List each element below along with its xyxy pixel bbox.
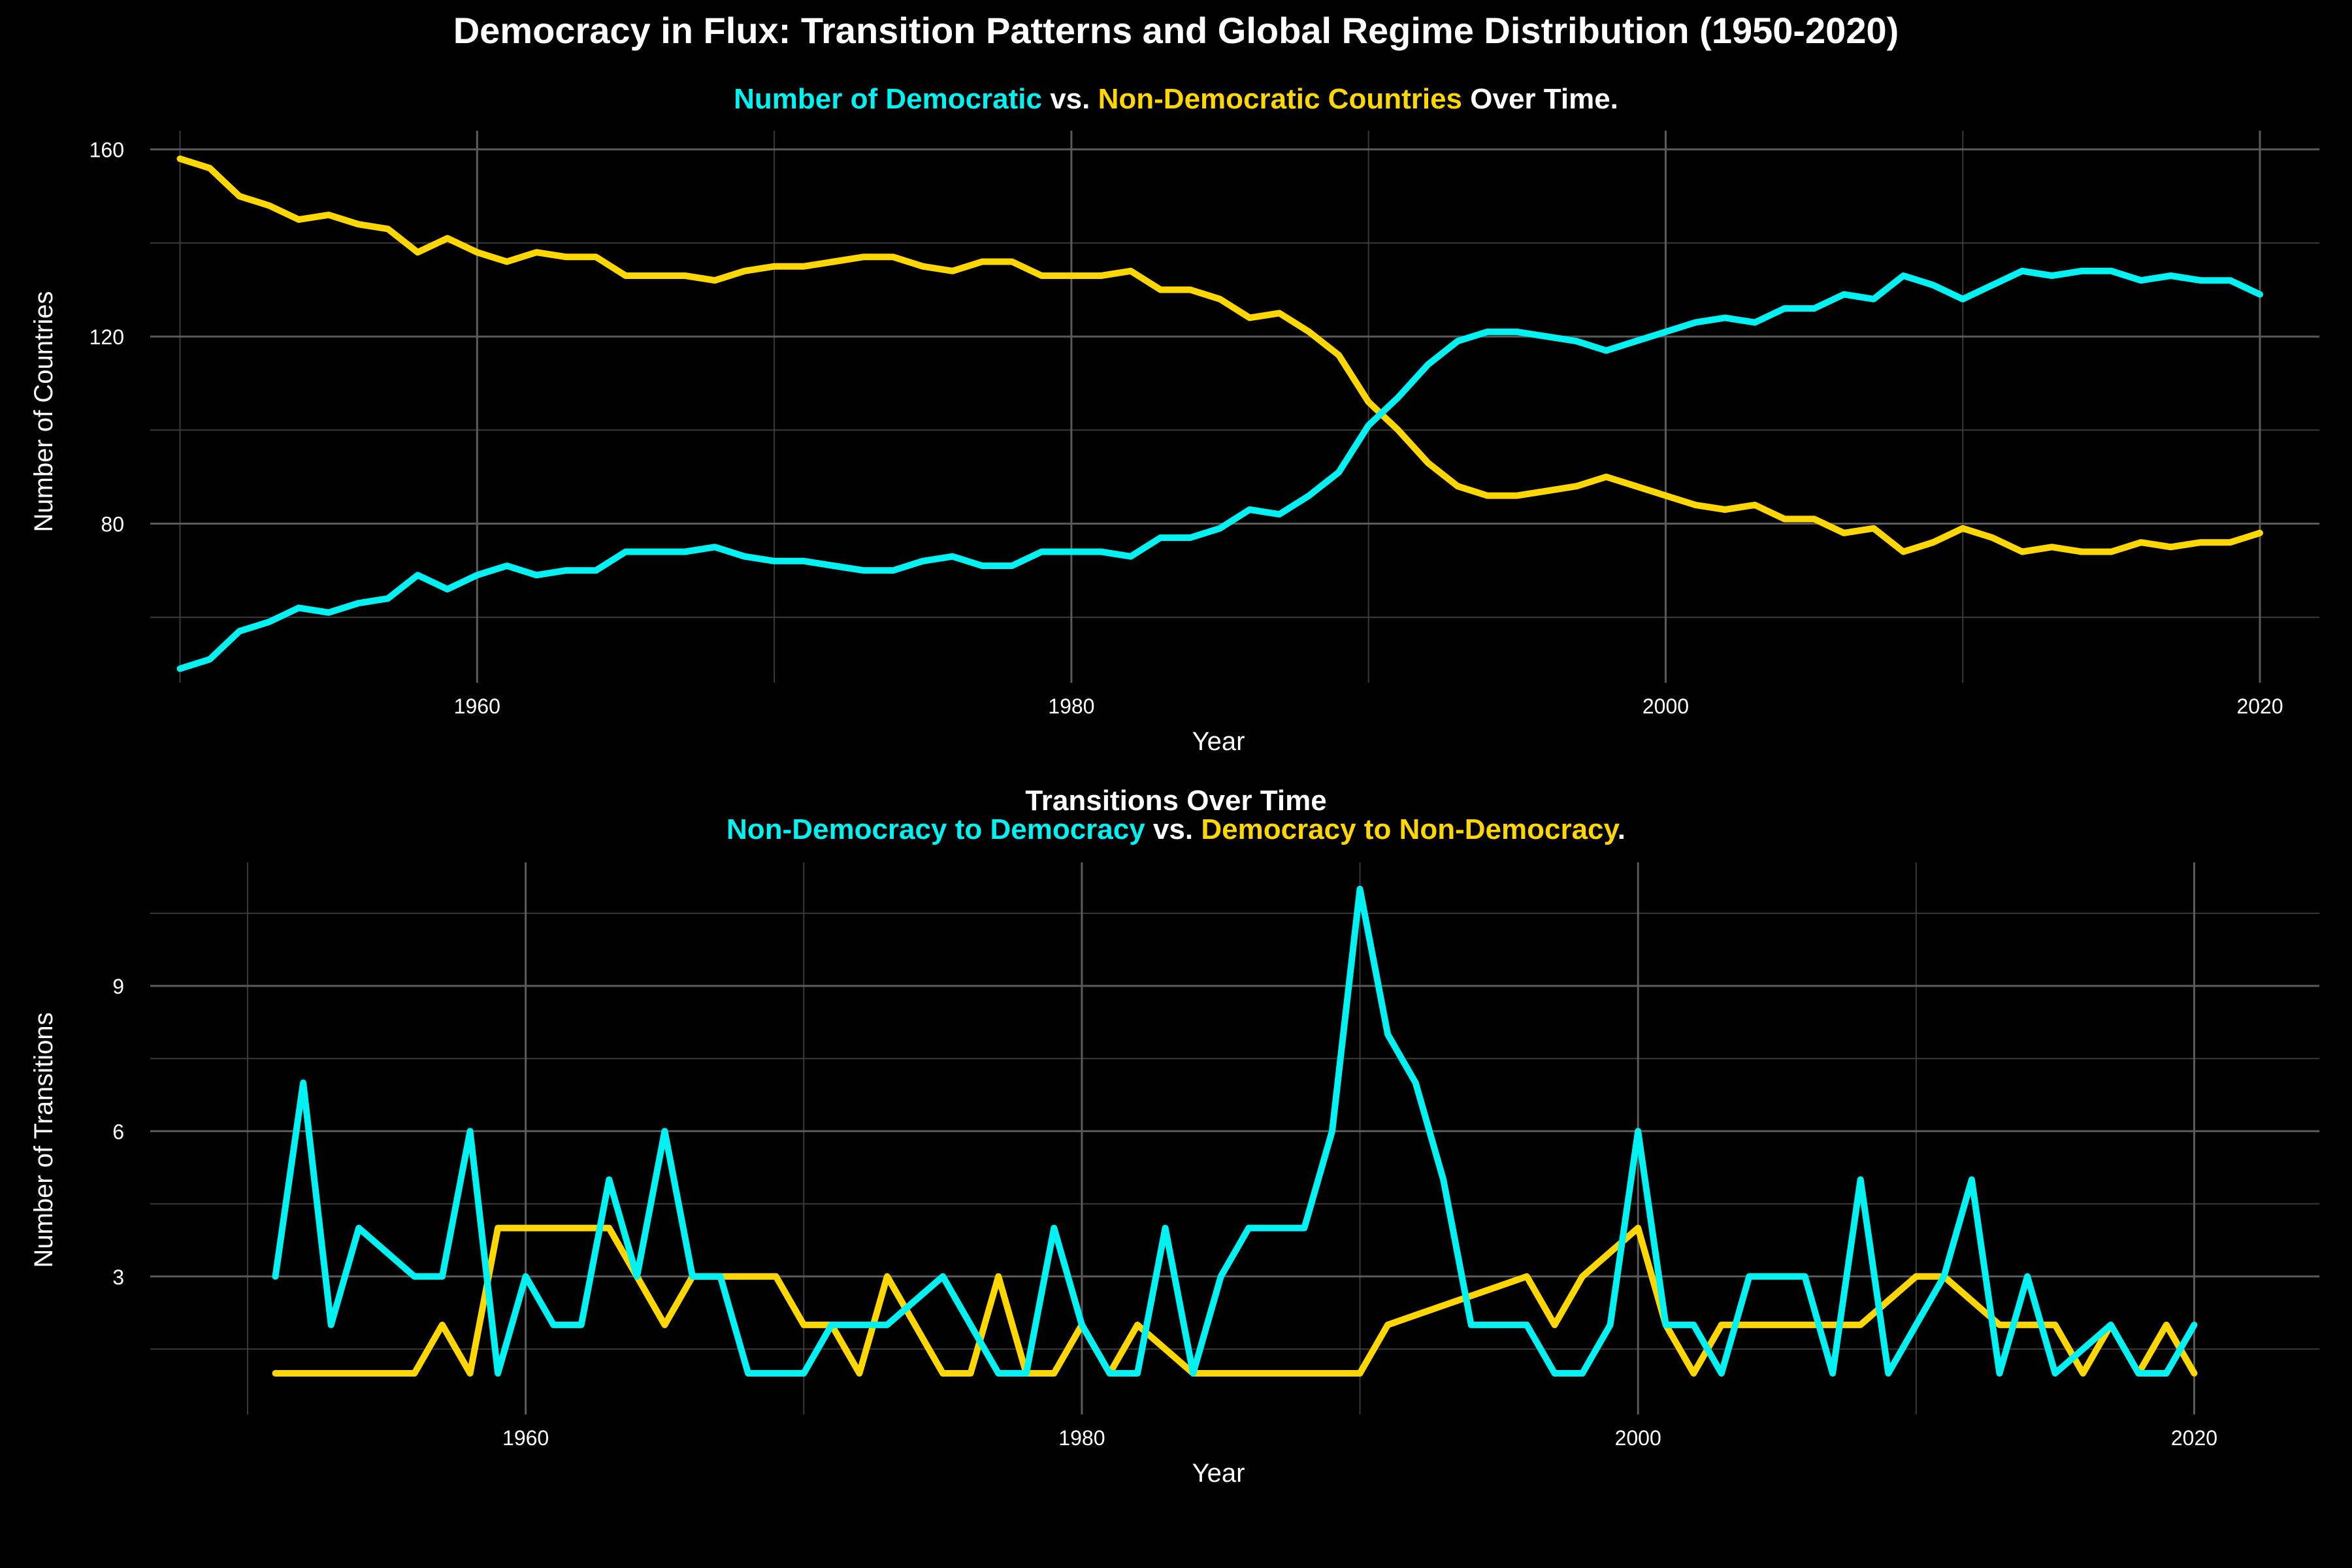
bottom-x-tick-3: 2020 bbox=[2171, 1426, 2217, 1450]
panel-democratic-countries: Number of Democratic vs. Non-Democratic … bbox=[29, 83, 2319, 756]
top-x-tick-1: 1980 bbox=[1048, 694, 1094, 718]
bottom-subtitle: Non-Democracy to Democracy vs. Democracy… bbox=[727, 813, 1625, 845]
bottom-series-line-non-democracy-to-democracy bbox=[272, 885, 2198, 1377]
top-y-tick-2: 160 bbox=[90, 139, 124, 162]
bottom-subtitle-part-0: Non-Democracy to Democracy bbox=[727, 813, 1145, 845]
bottom-y-tick-0: 3 bbox=[112, 1266, 124, 1289]
bottom-y-tick-2: 9 bbox=[112, 975, 124, 998]
top-series-line-democratic bbox=[176, 267, 2263, 672]
top-subtitle: Number of Democratic vs. Non-Democratic … bbox=[734, 83, 1618, 115]
bottom-y-tick-1: 6 bbox=[112, 1120, 124, 1143]
bottom-y-tick-labels: 3 6 9 bbox=[112, 975, 124, 1289]
top-y-tick-0: 80 bbox=[101, 513, 124, 536]
panel-transitions: Transitions Over Time Non-Democracy to D… bbox=[29, 785, 2319, 1488]
top-subtitle-part-3: Over Time. bbox=[1462, 83, 1618, 115]
top-x-tick-2: 2000 bbox=[1642, 694, 1689, 718]
bottom-x-tick-2: 2000 bbox=[1615, 1426, 1661, 1450]
top-subtitle-part-1: vs. bbox=[1042, 83, 1098, 115]
bottom-subtitle-part-2: Democracy to Non-Democracy bbox=[1201, 813, 1620, 845]
top-series bbox=[176, 155, 2263, 672]
bottom-title: Transitions Over Time bbox=[1025, 785, 1326, 817]
top-series-line-non-democratic bbox=[176, 155, 2263, 555]
figure-title: Democracy in Flux: Transition Patterns a… bbox=[453, 10, 1899, 51]
top-grid bbox=[150, 131, 2319, 683]
bottom-series-line-democracy-to-non-democracy bbox=[272, 1224, 2198, 1377]
bottom-series bbox=[272, 885, 2198, 1377]
top-x-tick-3: 2020 bbox=[2236, 694, 2283, 718]
bottom-subtitle-part-1: vs. bbox=[1145, 813, 1201, 845]
bottom-grid bbox=[150, 862, 2319, 1414]
bottom-x-tick-0: 1960 bbox=[502, 1426, 549, 1450]
bottom-x-tick-labels: 1960 1980 2000 2020 bbox=[502, 1426, 2217, 1450]
top-x-tick-0: 1960 bbox=[454, 694, 500, 718]
top-x-axis-label: Year bbox=[1192, 727, 1245, 756]
bottom-y-axis-label: Number of Transitions bbox=[29, 1012, 58, 1267]
top-subtitle-part-0: Number of Democratic bbox=[734, 83, 1042, 115]
bottom-x-axis-label: Year bbox=[1192, 1459, 1245, 1488]
top-y-tick-labels: 80 120 160 bbox=[90, 139, 124, 536]
top-x-tick-labels: 1960 1980 2000 2020 bbox=[454, 694, 2283, 718]
bottom-subtitle-part-3: . bbox=[1618, 813, 1625, 845]
top-y-tick-1: 120 bbox=[90, 325, 124, 349]
top-subtitle-part-2: Non-Democratic Countries bbox=[1098, 83, 1462, 115]
top-y-axis-label: Number of Countries bbox=[29, 291, 58, 532]
bottom-x-tick-1: 1980 bbox=[1058, 1426, 1105, 1450]
